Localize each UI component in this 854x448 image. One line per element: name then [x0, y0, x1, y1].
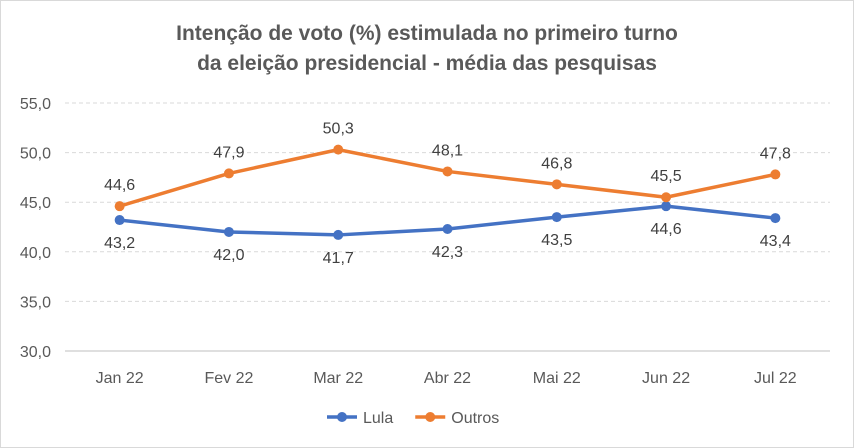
chart-title-line-2: da eleição presidencial - média das pesq…	[197, 52, 657, 75]
legend-marker-outros	[425, 412, 436, 422]
data-point-outros	[333, 144, 344, 155]
data-point-lula	[770, 213, 781, 224]
x-tick-label: Jun 22	[642, 370, 690, 387]
x-tick-label: Jul 22	[754, 370, 797, 387]
data-label-outros: 47,8	[760, 145, 791, 162]
data-label-lula: 44,6	[651, 221, 682, 238]
data-point-lula	[223, 226, 234, 237]
legend-marker-lula	[337, 412, 347, 422]
data-label-lula: 43,5	[541, 232, 572, 249]
data-label-outros: 47,9	[213, 144, 244, 161]
data-label-lula: 43,4	[760, 233, 791, 250]
x-tick-label: Mar 22	[313, 370, 363, 387]
x-tick-label: Mai 22	[533, 370, 581, 387]
data-label-outros: 50,3	[323, 121, 354, 138]
data-label-outros: 46,8	[541, 155, 572, 172]
data-point-lula	[114, 215, 125, 226]
data-label-outros: 45,5	[651, 168, 682, 185]
data-label-outros: 44,6	[104, 177, 135, 194]
data-point-lula	[333, 229, 344, 240]
data-label-lula: 41,7	[323, 250, 354, 267]
data-point-outros	[223, 168, 234, 179]
x-tick-label: Abr 22	[424, 370, 471, 387]
data-point-outros	[770, 169, 781, 180]
data-point-lula	[661, 201, 672, 212]
y-axis-ticks: 30,0 35,0 40,0 45,0 50,0 55,0	[20, 96, 51, 361]
data-label-lula: 42,3	[432, 244, 463, 261]
data-point-outros	[114, 201, 125, 212]
y-tick-label: 40,0	[20, 245, 51, 262]
y-tick-label: 45,0	[20, 195, 51, 212]
y-tick-label: 50,0	[20, 146, 51, 163]
legend-label-lula: Lula	[363, 410, 393, 427]
y-tick-label: 35,0	[20, 294, 51, 311]
x-tick-label: Fev 22	[204, 370, 253, 387]
gridlines	[65, 102, 830, 352]
y-tick-label: 55,0	[20, 96, 51, 113]
chart-title-line-1: Intenção de voto (%) estimulada no prime…	[176, 22, 678, 45]
series-points	[114, 144, 781, 240]
x-tick-label: Jan 22	[96, 370, 144, 387]
y-tick-label: 30,0	[20, 344, 51, 361]
data-label-outros: 48,1	[432, 142, 463, 159]
data-point-outros	[551, 179, 562, 190]
data-label-lula: 43,2	[104, 235, 135, 252]
legend: Lula Outros	[327, 410, 499, 427]
data-point-lula	[551, 212, 562, 223]
data-label-lula: 42,0	[213, 247, 244, 264]
data-labels: 43,2 42,0 41,7 42,3 43,5 44,6 43,4 44,6 47,9 50,3…	[104, 121, 791, 267]
data-point-outros	[661, 192, 672, 203]
x-axis-ticks: Jan 22 Fev 22 Mar 22 Abr 22 Mai 22 Jun 22 Jul …	[96, 370, 797, 387]
data-point-lula	[442, 223, 453, 234]
data-point-outros	[442, 166, 453, 177]
legend-label-outros: Outros	[451, 410, 499, 427]
